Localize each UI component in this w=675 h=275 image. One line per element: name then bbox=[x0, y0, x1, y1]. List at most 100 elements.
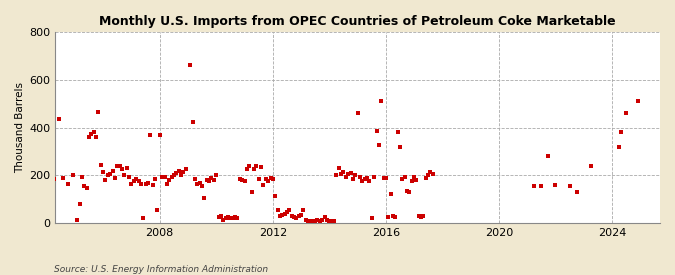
Point bbox=[117, 167, 128, 172]
Point bbox=[98, 170, 109, 174]
Point bbox=[333, 166, 344, 170]
Point bbox=[308, 219, 319, 223]
Point bbox=[364, 179, 375, 183]
Point bbox=[237, 178, 248, 182]
Point bbox=[109, 175, 120, 180]
Title: Monthly U.S. Imports from OPEC Countries of Petroleum Coke Marketable: Monthly U.S. Imports from OPEC Countries… bbox=[99, 15, 616, 28]
Point bbox=[302, 219, 313, 223]
Point bbox=[93, 110, 104, 114]
Point bbox=[543, 154, 554, 158]
Point bbox=[209, 178, 219, 182]
Point bbox=[225, 216, 236, 221]
Point bbox=[103, 173, 113, 178]
Point bbox=[397, 177, 408, 181]
Point bbox=[404, 190, 414, 194]
Point bbox=[367, 216, 377, 221]
Point bbox=[96, 162, 107, 167]
Point bbox=[312, 217, 323, 222]
Point bbox=[150, 177, 161, 181]
Point bbox=[383, 215, 394, 219]
Point bbox=[194, 180, 205, 185]
Point bbox=[171, 171, 182, 175]
Point bbox=[232, 216, 243, 221]
Point bbox=[230, 215, 240, 219]
Point bbox=[406, 179, 417, 183]
Point bbox=[206, 175, 217, 180]
Point bbox=[359, 177, 370, 181]
Point bbox=[296, 213, 306, 217]
Point bbox=[166, 174, 177, 179]
Point bbox=[88, 130, 99, 134]
Point bbox=[614, 144, 624, 149]
Point bbox=[375, 99, 386, 103]
Point bbox=[416, 215, 427, 219]
Point bbox=[223, 215, 234, 219]
Point bbox=[345, 171, 356, 175]
Point bbox=[421, 175, 431, 180]
Point bbox=[326, 219, 337, 223]
Point bbox=[112, 164, 123, 168]
Point bbox=[385, 192, 396, 197]
Point bbox=[126, 182, 137, 186]
Y-axis label: Thousand Barrels: Thousand Barrels bbox=[15, 82, 25, 173]
Point bbox=[218, 217, 229, 222]
Point bbox=[310, 219, 321, 223]
Point bbox=[338, 170, 349, 174]
Point bbox=[188, 119, 198, 124]
Point bbox=[389, 215, 400, 219]
Point bbox=[49, 177, 59, 181]
Point bbox=[202, 178, 213, 182]
Point bbox=[204, 179, 215, 183]
Point bbox=[392, 130, 403, 134]
Point bbox=[133, 179, 144, 183]
Point bbox=[408, 174, 419, 179]
Point bbox=[192, 182, 202, 186]
Point bbox=[180, 167, 191, 172]
Point bbox=[107, 168, 118, 173]
Point bbox=[371, 129, 382, 133]
Point bbox=[402, 189, 412, 193]
Point bbox=[279, 211, 290, 216]
Point bbox=[632, 99, 643, 103]
Point bbox=[161, 182, 172, 186]
Point bbox=[357, 179, 368, 183]
Point bbox=[246, 190, 257, 194]
Point bbox=[378, 175, 389, 180]
Point bbox=[173, 168, 184, 173]
Point bbox=[585, 164, 596, 168]
Point bbox=[74, 202, 85, 206]
Point bbox=[136, 182, 146, 186]
Point bbox=[348, 177, 358, 181]
Point bbox=[261, 177, 271, 181]
Point bbox=[256, 165, 267, 169]
Point bbox=[571, 190, 582, 194]
Point bbox=[294, 214, 304, 218]
Point bbox=[176, 173, 186, 178]
Text: Source: U.S. Energy Information Administration: Source: U.S. Energy Information Administ… bbox=[54, 265, 268, 274]
Point bbox=[79, 184, 90, 188]
Point bbox=[536, 184, 547, 188]
Point bbox=[564, 184, 575, 188]
Point bbox=[331, 173, 342, 178]
Point bbox=[196, 184, 207, 188]
Point bbox=[169, 173, 180, 178]
Point bbox=[140, 182, 151, 186]
Point bbox=[199, 196, 210, 200]
Point bbox=[84, 135, 95, 139]
Point bbox=[352, 111, 363, 116]
Point bbox=[72, 217, 82, 222]
Point bbox=[251, 164, 262, 168]
Point bbox=[335, 172, 346, 176]
Point bbox=[425, 170, 436, 174]
Point bbox=[286, 214, 297, 218]
Point bbox=[163, 178, 174, 182]
Point bbox=[616, 130, 626, 134]
Point bbox=[411, 178, 422, 182]
Point bbox=[428, 172, 439, 176]
Point bbox=[305, 219, 316, 223]
Point bbox=[395, 144, 406, 149]
Point bbox=[381, 175, 392, 180]
Point bbox=[423, 173, 433, 178]
Point bbox=[267, 177, 278, 181]
Point bbox=[350, 173, 360, 178]
